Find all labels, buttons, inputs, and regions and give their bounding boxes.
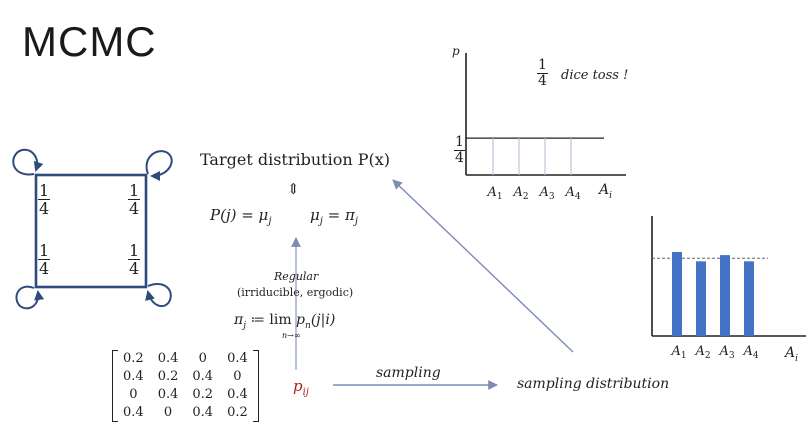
- bottom-chart-bar: [720, 255, 730, 336]
- top-chart-y-label: p: [452, 44, 460, 58]
- top-chart-x-tick: A4: [564, 185, 580, 202]
- top-chart-x-tick: A3: [538, 185, 554, 202]
- bottom-chart-bar: [696, 261, 706, 336]
- limit-subscript: n→∞: [282, 331, 301, 340]
- diagonal-arrow: [392, 179, 574, 353]
- bottom-chart-bar: [744, 261, 754, 336]
- matrix-left-bracket: [112, 350, 118, 422]
- uniform-distribution-chart: A1 A2 A3 A4: [465, 53, 626, 202]
- top-chart-x-label: Ai: [599, 182, 613, 201]
- matrix-row: 0.2 0.4 0 0.4: [123, 351, 248, 366]
- self-loop-top-right: [145, 150, 173, 181]
- self-loop-top-left: [12, 148, 44, 176]
- matrix-right-bracket: [252, 350, 259, 422]
- slide-title: MCMC: [22, 18, 157, 65]
- self-loop-bottom-right: [145, 282, 172, 308]
- matrix-row: 0.4 0.2 0.4 0: [123, 369, 242, 384]
- sampling-label: sampling: [376, 365, 441, 381]
- regular-conditions: (irriducible, ergodic): [237, 286, 354, 299]
- self-loop-bottom-left: [15, 285, 45, 310]
- sampling-distribution-label: sampling distribution: [517, 376, 670, 392]
- equation-pj: P(j) = μj: [210, 206, 272, 227]
- regular-label: Regular: [274, 270, 319, 283]
- markov-chain-square: [34, 173, 148, 289]
- bottom-chart-bar: [672, 252, 682, 336]
- sampling-distribution-chart: A1 A2 A3 A4: [651, 216, 806, 360]
- pij-label: pij: [293, 377, 309, 398]
- transition-matrix: 0.2 0.4 0 0.4 0.4 0.2 0.4 0 0 0.4 0.2 0.4 0.4 0 0.4…: [112, 350, 259, 422]
- bottom-chart-x-tick: A3: [718, 344, 734, 360]
- markov-chain-diagram: [12, 148, 173, 310]
- bottom-chart-x-tick: A4: [742, 344, 758, 360]
- top-chart-x-tick: A2: [512, 185, 528, 202]
- matrix-row: 0 0.4 0.2 0.4: [129, 387, 248, 402]
- bottom-chart-x-tick: A1: [670, 344, 686, 360]
- dice-toss-note: dice toss !: [561, 68, 629, 83]
- matrix-row: 0.4 0 0.4 0.2: [123, 405, 248, 420]
- equation-mu-pi: μj = πj: [310, 206, 358, 227]
- target-distribution-label: Target distribution P(x): [200, 150, 390, 169]
- bottom-chart-x-tick: A2: [694, 344, 710, 360]
- limit-definition: πj ≔ lim pn(j|i): [234, 312, 336, 331]
- bottom-chart-x-label: Ai: [785, 345, 799, 364]
- equivalence-arrow: ⇕: [287, 180, 300, 198]
- top-chart-x-tick: A1: [486, 185, 502, 202]
